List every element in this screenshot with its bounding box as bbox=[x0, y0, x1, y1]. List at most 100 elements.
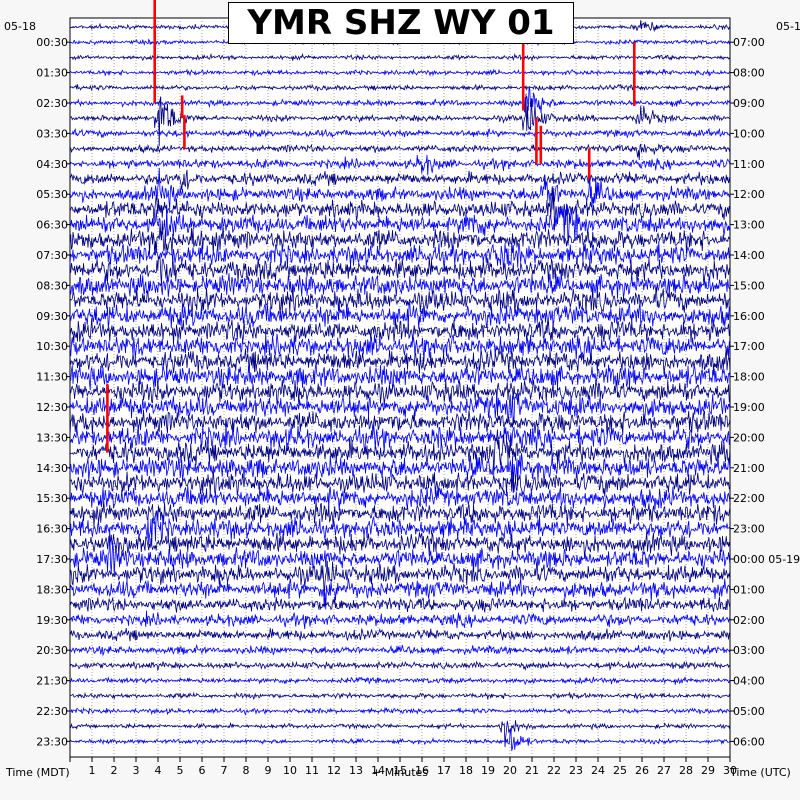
left-time-label: 12:30 bbox=[36, 401, 68, 414]
right-time-label: 09:00 bbox=[733, 97, 765, 110]
seismic-trace bbox=[69, 627, 731, 642]
seismic-trace bbox=[69, 610, 731, 630]
left-time-label: 19:30 bbox=[36, 614, 68, 627]
left-time-label: 21:30 bbox=[36, 675, 68, 688]
seismic-trace bbox=[69, 220, 731, 256]
left-time-label: 03:30 bbox=[36, 127, 68, 140]
seismic-trace bbox=[69, 596, 731, 613]
x-tick-label: 17 bbox=[437, 764, 451, 777]
seismic-trace bbox=[69, 660, 731, 672]
right-time-label: 17:00 bbox=[733, 340, 765, 353]
clipped-signals bbox=[106, 0, 636, 453]
x-tick-label: 12 bbox=[327, 764, 341, 777]
seismic-trace bbox=[69, 706, 731, 716]
x-tick-label: 22 bbox=[547, 764, 561, 777]
left-time-label: 02:30 bbox=[36, 97, 68, 110]
x-tick-label: 23 bbox=[569, 764, 583, 777]
seismic-trace bbox=[69, 93, 731, 147]
right-time-label: 18:00 bbox=[733, 371, 765, 384]
seismic-trace bbox=[69, 187, 731, 231]
seismic-trace bbox=[69, 728, 731, 751]
seismic-trace bbox=[69, 169, 731, 191]
right-time-label: 21:00 bbox=[733, 462, 765, 475]
seismic-trace bbox=[69, 691, 731, 701]
left-time-label: 01:30 bbox=[36, 67, 68, 80]
seismic-trace bbox=[69, 155, 731, 176]
right-time-label: 15:00 bbox=[733, 279, 765, 292]
x-tick-label: 9 bbox=[265, 764, 272, 777]
clipped-spike bbox=[587, 148, 591, 179]
left-time-axis: 00:30 01:30 02:30 03:30 04:30 05:30 06:30 07:30… bbox=[36, 36, 70, 748]
seismic-trace bbox=[69, 301, 731, 329]
seismic-trace bbox=[69, 272, 731, 299]
seismic-trace bbox=[69, 241, 731, 271]
seismic-trace bbox=[69, 578, 731, 610]
x-tick-label: 4 bbox=[155, 764, 162, 777]
left-date-label: 05-18 bbox=[4, 20, 36, 33]
right-time-label: 04:00 bbox=[733, 675, 765, 688]
seismic-trace bbox=[69, 203, 731, 246]
x-tick-label: 28 bbox=[679, 764, 693, 777]
right-date-label: 05-1 bbox=[776, 20, 800, 33]
x-tick-label: 10 bbox=[283, 764, 297, 777]
right-time-label: 08:00 bbox=[733, 67, 765, 80]
left-time-label: 09:30 bbox=[36, 310, 68, 323]
left-time-label: 17:30 bbox=[36, 553, 68, 566]
left-time-label: 06:30 bbox=[36, 219, 68, 232]
seismic-trace bbox=[69, 347, 731, 375]
seismic-trace bbox=[69, 317, 731, 345]
clipped-spike bbox=[539, 125, 543, 164]
right-time-label: 06:00 bbox=[733, 735, 765, 748]
left-time-label: 00:30 bbox=[36, 36, 68, 49]
seismic-trace bbox=[69, 86, 731, 113]
clipped-spike bbox=[535, 118, 538, 164]
clipped-spike bbox=[180, 95, 184, 119]
right-time-label: 10:00 bbox=[733, 127, 765, 140]
right-time-label: 05:00 bbox=[733, 705, 765, 718]
x-tick-label: 16 bbox=[415, 764, 429, 777]
right-time-label: 14:00 bbox=[733, 249, 765, 262]
seismic-trace bbox=[69, 527, 731, 577]
left-time-label: 13:30 bbox=[36, 431, 68, 444]
x-tick-label: 24 bbox=[591, 764, 605, 777]
x-tick-label: 7 bbox=[221, 764, 228, 777]
right-time-label: 01:00 bbox=[733, 583, 765, 596]
seismic-trace bbox=[69, 167, 731, 210]
x-tick-label: 11 bbox=[305, 764, 319, 777]
seismic-trace bbox=[69, 421, 731, 454]
left-time-label: 16:30 bbox=[36, 523, 68, 536]
seismic-trace bbox=[69, 127, 731, 139]
seismic-trace bbox=[69, 429, 731, 476]
x-tick-label: 14 bbox=[371, 764, 385, 777]
left-time-label: 10:30 bbox=[36, 340, 68, 353]
left-time-label: 14:30 bbox=[36, 462, 68, 475]
right-time-label: 16:00 bbox=[733, 310, 765, 323]
seismic-trace bbox=[69, 560, 731, 597]
right-time-label: 23:00 bbox=[733, 523, 765, 536]
left-time-label: 22:30 bbox=[36, 705, 68, 718]
seismic-trace bbox=[69, 362, 731, 392]
left-axis-label: Time (MDT) bbox=[6, 766, 70, 779]
seismic-trace bbox=[69, 499, 731, 529]
right-time-label: 02:00 bbox=[733, 614, 765, 627]
seismic-trace bbox=[69, 286, 731, 315]
right-axis-label: Time (UTC) bbox=[730, 766, 791, 779]
seismic-trace bbox=[69, 469, 731, 497]
x-tick-label: 5 bbox=[177, 764, 184, 777]
x-tick-label: 21 bbox=[525, 764, 539, 777]
right-time-label: 13:00 bbox=[733, 219, 765, 232]
left-time-label: 18:30 bbox=[36, 583, 68, 596]
seismic-trace bbox=[69, 409, 731, 436]
seismic-trace bbox=[69, 531, 731, 558]
clipped-spike bbox=[106, 384, 109, 453]
left-time-label: 08:30 bbox=[36, 279, 68, 292]
x-tick-label: 3 bbox=[133, 764, 140, 777]
seismic-trace bbox=[69, 83, 731, 92]
right-time-label: 20:00 bbox=[733, 431, 765, 444]
seismic-trace bbox=[69, 52, 731, 62]
x-tick-label: 19 bbox=[481, 764, 495, 777]
x-tick-label: 15 bbox=[393, 764, 407, 777]
seismic-trace bbox=[69, 510, 731, 547]
left-time-label: 15:30 bbox=[36, 492, 68, 505]
